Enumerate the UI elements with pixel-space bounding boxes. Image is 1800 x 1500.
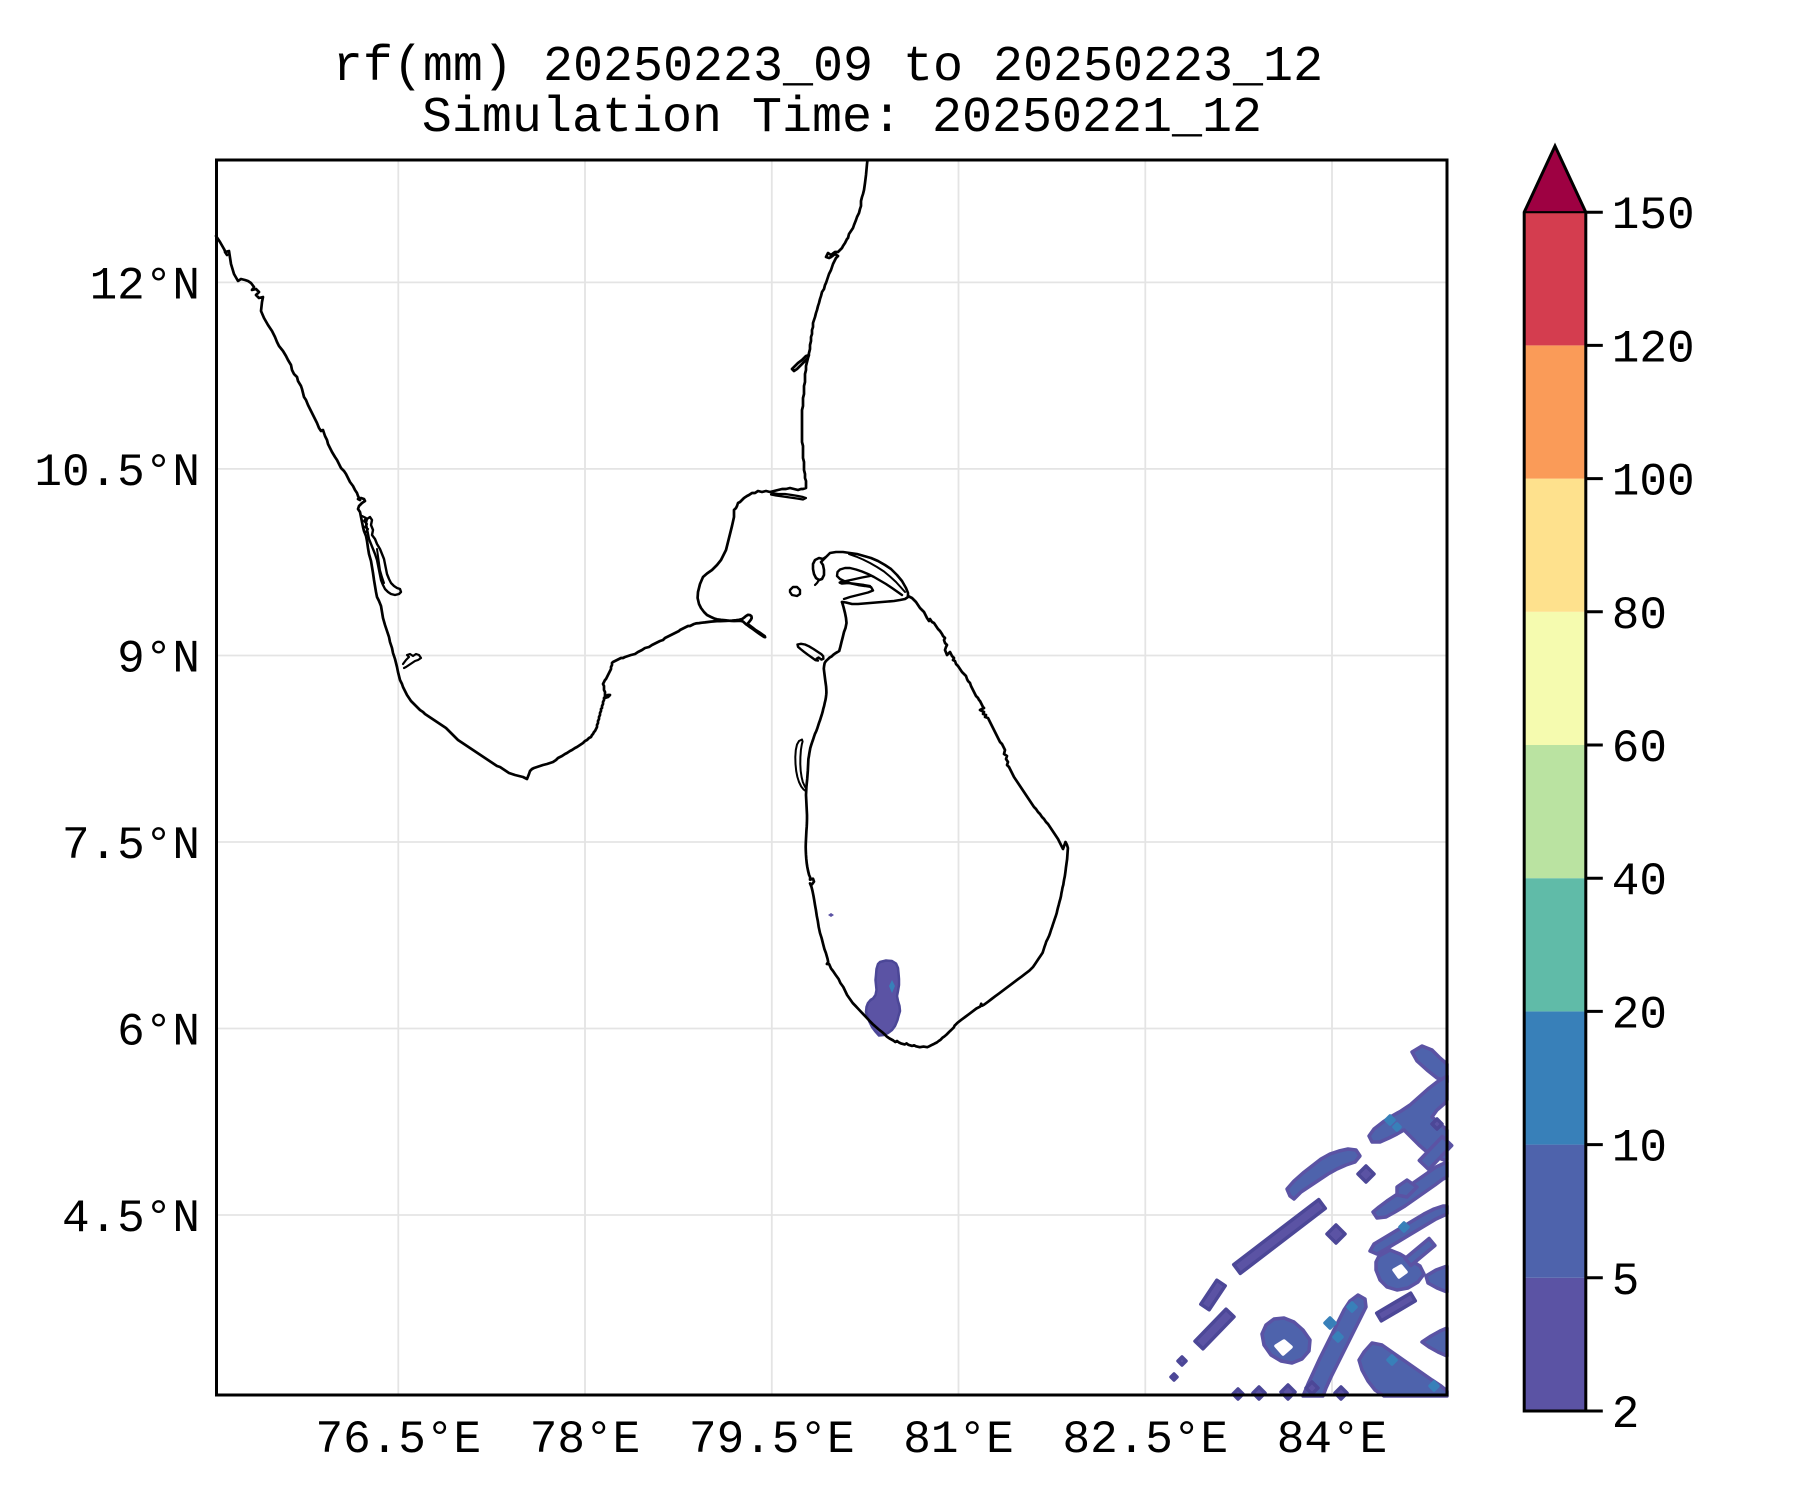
svg-text:40: 40 xyxy=(1612,856,1667,908)
svg-text:78°E: 78°E xyxy=(530,1414,640,1466)
svg-text:4.5°N: 4.5°N xyxy=(62,1193,200,1245)
svg-text:10: 10 xyxy=(1612,1123,1667,1175)
svg-text:2: 2 xyxy=(1612,1389,1640,1441)
svg-text:82.5°E: 82.5°E xyxy=(1062,1414,1228,1466)
svg-text:60: 60 xyxy=(1612,723,1667,775)
svg-text:84°E: 84°E xyxy=(1277,1414,1387,1466)
svg-text:rf(mm) 20250223_09 to 20250223: rf(mm) 20250223_09 to 20250223_12 xyxy=(333,39,1323,96)
svg-text:150: 150 xyxy=(1612,190,1695,242)
svg-text:20: 20 xyxy=(1612,989,1667,1041)
svg-text:76.5°E: 76.5°E xyxy=(315,1414,481,1466)
svg-text:Simulation Time: 20250221_12: Simulation Time: 20250221_12 xyxy=(422,90,1262,147)
svg-text:79.5°E: 79.5°E xyxy=(689,1414,855,1466)
svg-text:6°N: 6°N xyxy=(117,1007,200,1059)
svg-text:9°N: 9°N xyxy=(117,634,200,686)
svg-text:7.5°N: 7.5°N xyxy=(62,820,200,872)
svg-text:100: 100 xyxy=(1612,457,1695,509)
svg-text:10.5°N: 10.5°N xyxy=(34,447,200,499)
svg-text:81°E: 81°E xyxy=(903,1414,1013,1466)
svg-text:80: 80 xyxy=(1612,590,1667,642)
svg-text:5: 5 xyxy=(1612,1256,1640,1308)
svg-text:12°N: 12°N xyxy=(90,260,200,312)
svg-text:120: 120 xyxy=(1612,323,1695,375)
